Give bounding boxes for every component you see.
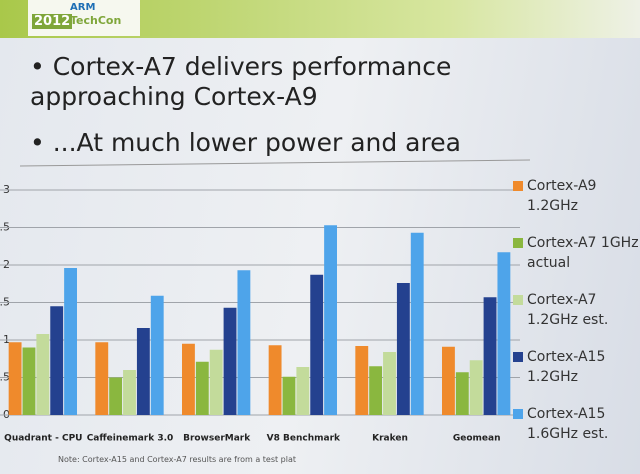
- bar: [383, 352, 396, 415]
- logo-event: TechCon: [70, 14, 122, 27]
- bullet-text: Cortex-A7 delivers performance approachi…: [30, 52, 452, 111]
- x-tick-label: Kraken: [372, 434, 408, 444]
- legend-swatch: [513, 409, 523, 419]
- bar: [410, 232, 424, 415]
- bar: [36, 334, 50, 415]
- bar: [282, 376, 296, 415]
- bar: [268, 345, 282, 415]
- logo: 2012 ARM TechCon: [28, 0, 140, 36]
- bullet-text: ...At much lower power and area: [52, 128, 461, 157]
- bar: [50, 306, 64, 415]
- bullet: • Cortex-A7 delivers performance approac…: [30, 52, 452, 111]
- x-tick-label: Quadrant - CPU: [4, 434, 82, 444]
- bar: [223, 307, 237, 415]
- bar: [296, 367, 310, 415]
- bar: [182, 343, 195, 415]
- footnote: Note: Cortex-A15 and Cortex-A7 results a…: [58, 455, 297, 464]
- bar: [209, 349, 223, 415]
- legend-label: Cortex-A15 1.2GHz: [527, 349, 606, 385]
- bar: [22, 347, 36, 415]
- bar: [369, 366, 383, 415]
- bar: [109, 377, 123, 415]
- x-tick-label: V8 Benchmark: [267, 434, 341, 444]
- bar: [150, 295, 164, 415]
- legend-swatch: [513, 352, 523, 362]
- bar: [396, 283, 410, 415]
- bar: [310, 274, 324, 415]
- bar: [442, 346, 455, 415]
- x-tick-label: BrowserMark: [183, 434, 251, 444]
- legend-item: Cortex-A7 1GHz actual: [513, 233, 639, 273]
- legend-item: Cortex-A15 1.2GHz: [513, 347, 639, 387]
- legend-label: Cortex-A7 1GHz actual: [527, 235, 639, 271]
- bar: [8, 342, 22, 415]
- logo-year: 2012: [32, 14, 73, 29]
- bar: [355, 346, 369, 415]
- bar: [483, 297, 497, 415]
- legend-item: Cortex-A7 1.2GHz est.: [513, 290, 639, 330]
- bar: [95, 342, 109, 415]
- legend-label: Cortex-A7 1.2GHz est.: [527, 292, 609, 328]
- bar: [123, 370, 136, 415]
- bullet: • ...At much lower power and area: [30, 128, 461, 157]
- bar: [497, 252, 511, 415]
- bar: [136, 328, 150, 415]
- legend-item: Cortex-A15 1.6GHz est.: [513, 404, 639, 444]
- legend-item: Cortex-A9 1.2GHz: [513, 176, 639, 216]
- bar: [469, 360, 483, 415]
- legend-label: Cortex-A15 1.6GHz est.: [527, 406, 609, 442]
- bar: [455, 372, 469, 415]
- bar: [195, 361, 209, 415]
- legend-swatch: [513, 181, 523, 191]
- legend-label: Cortex-A9 1.2GHz: [527, 178, 597, 214]
- bar: [324, 225, 337, 415]
- separator: [19, 159, 531, 167]
- logo-brand: ARM: [70, 2, 96, 13]
- legend-swatch: [513, 238, 523, 248]
- bar: [237, 270, 251, 415]
- legend-swatch: [513, 295, 523, 305]
- x-tick-label: Caffeinemark 3.0: [87, 434, 174, 444]
- x-tick-label: Geomean: [453, 434, 501, 444]
- bar: [64, 268, 77, 415]
